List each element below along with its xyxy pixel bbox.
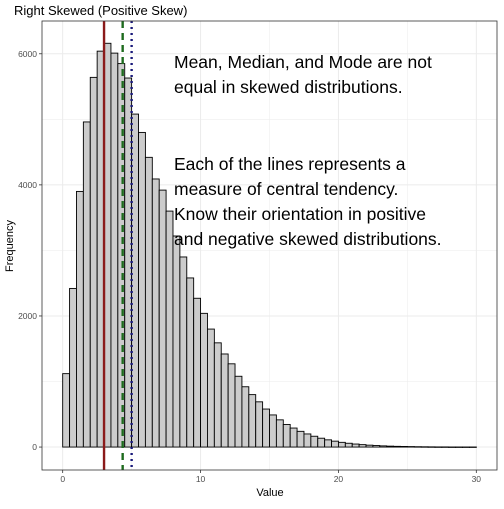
histogram-bar (159, 190, 166, 447)
histogram-bar (400, 446, 407, 447)
histogram-bar (373, 446, 380, 448)
x-tick-label: 0 (60, 474, 65, 484)
histogram-bar (235, 376, 242, 447)
y-tick-label: 2000 (18, 311, 37, 321)
histogram-bar (152, 179, 159, 447)
histogram-bar (249, 395, 256, 447)
histogram-bar (394, 446, 401, 447)
x-tick-label: 20 (334, 474, 344, 484)
histogram-bar (366, 445, 373, 447)
histogram-bar (311, 436, 318, 447)
histogram-bar (304, 434, 311, 447)
histogram-bar (332, 441, 339, 447)
histogram-bar (180, 257, 187, 447)
histogram-bar (139, 132, 146, 447)
x-tick-label: 10 (196, 474, 206, 484)
histogram-bar (111, 53, 118, 447)
histogram-bar (173, 236, 180, 447)
histogram-bar (201, 313, 208, 447)
histogram-bar (283, 424, 290, 447)
annotation-line: Each of the lines represents a (174, 154, 406, 174)
y-tick-label: 0 (32, 442, 37, 452)
histogram-bar (83, 122, 90, 447)
annotation-line: Mean, Median, and Mode are not (174, 52, 432, 72)
y-axis-title: Frequency (4, 220, 16, 272)
x-tick-label: 30 (472, 474, 482, 484)
histogram-bar (387, 446, 394, 447)
histogram-bar (207, 329, 214, 447)
histogram-bar (70, 288, 77, 447)
histogram-bar (194, 298, 201, 447)
histogram-bar (214, 343, 221, 447)
histogram-bar (290, 428, 297, 447)
histogram-bar (276, 420, 283, 447)
histogram-bar (352, 444, 359, 447)
histogram-bar (187, 278, 194, 447)
histogram-bar (145, 157, 152, 447)
histogram-bar (221, 354, 228, 447)
annotation-notes: Mean, Median, and Mode are not equal in s… (174, 52, 442, 249)
histogram-bar (338, 442, 345, 447)
histogram-bar (325, 440, 332, 447)
histogram-bar (63, 374, 70, 447)
histogram-bar (270, 415, 277, 447)
annotation-line: measure of central tendency. (174, 179, 398, 199)
plot-panel: Mean, Median, and Mode are not equal in s… (42, 21, 497, 470)
histogram-bar (256, 402, 263, 447)
histogram-bar (263, 409, 270, 447)
histogram-bar (318, 438, 325, 447)
histogram-bar (345, 443, 352, 447)
histogram-bar (297, 431, 304, 447)
y-tick-label: 4000 (18, 180, 37, 190)
x-axis-title: Value (256, 487, 283, 499)
annotation-note2: Each of the lines represents a measure of… (174, 154, 442, 249)
histogram-bar (242, 387, 249, 447)
annotation-line: and negative skewed distributions. (174, 229, 442, 249)
histogram-bar (76, 191, 83, 447)
annotation-line: Know their orientation in positive (174, 204, 426, 224)
histogram-bar (228, 364, 235, 447)
annotation-line: equal in skewed distributions. (174, 77, 403, 97)
histogram-bar (380, 446, 387, 447)
y-tick-label: 6000 (18, 49, 37, 59)
annotation-note1: Mean, Median, and Mode are not equal in s… (174, 52, 432, 97)
histogram-bar (166, 211, 173, 447)
histogram-bar (359, 445, 366, 447)
histogram-bar (90, 77, 97, 447)
chart-title: Right Skewed (Positive Skew) (14, 3, 187, 18)
